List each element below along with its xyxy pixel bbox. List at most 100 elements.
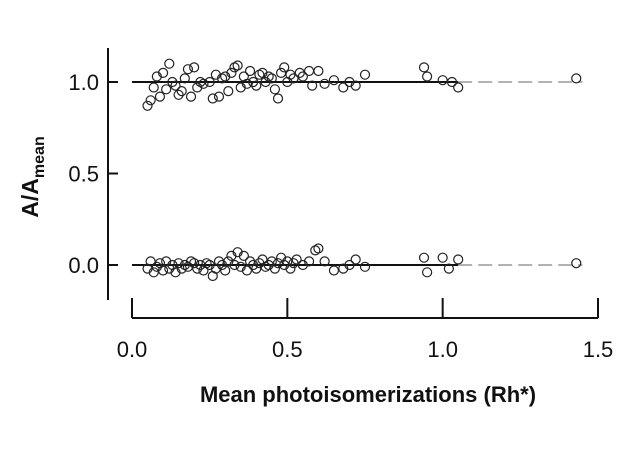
data-point bbox=[272, 258, 284, 269]
y-tick-label: 0.5 bbox=[68, 162, 99, 187]
data-point bbox=[303, 65, 315, 77]
data-point bbox=[251, 263, 262, 274]
data-point bbox=[310, 245, 321, 256]
data-point bbox=[185, 256, 197, 267]
data-point bbox=[157, 67, 169, 78]
data-point bbox=[291, 254, 302, 265]
data-point bbox=[244, 256, 256, 267]
data-point bbox=[443, 263, 454, 274]
y-tick-label: 0.0 bbox=[68, 253, 99, 278]
y-axis-label-main: A/A bbox=[17, 178, 43, 218]
data-point bbox=[319, 78, 330, 89]
data-point bbox=[216, 73, 228, 84]
x-tick-label: 0.0 bbox=[117, 337, 148, 362]
data-point bbox=[185, 91, 197, 102]
data-point bbox=[272, 93, 284, 104]
data-point bbox=[244, 65, 256, 77]
data-point bbox=[176, 86, 187, 97]
data-point bbox=[238, 250, 249, 261]
data-point bbox=[248, 76, 259, 88]
data-point bbox=[418, 62, 430, 73]
data-point bbox=[269, 84, 281, 95]
data-point bbox=[359, 261, 371, 272]
data-point bbox=[437, 252, 448, 263]
data-point bbox=[204, 76, 215, 88]
data-point bbox=[338, 82, 349, 93]
data-point bbox=[148, 82, 159, 93]
data-point bbox=[142, 100, 153, 111]
data-point bbox=[182, 64, 194, 75]
data-point bbox=[344, 259, 355, 271]
data-point bbox=[170, 80, 181, 91]
data-point bbox=[418, 252, 430, 263]
data-point bbox=[167, 76, 178, 88]
data-point bbox=[248, 259, 259, 271]
data-point bbox=[176, 263, 187, 274]
data-point bbox=[232, 60, 243, 71]
data-point bbox=[148, 267, 159, 278]
data-point bbox=[251, 80, 262, 91]
data-point bbox=[154, 91, 166, 102]
data-point bbox=[422, 267, 433, 278]
x-axis: 0.0 0.5 1.0 1.5 bbox=[117, 298, 614, 362]
data-point bbox=[198, 78, 209, 89]
data-point bbox=[422, 71, 433, 82]
y-axis-label-sub: mean bbox=[31, 136, 48, 178]
data-point bbox=[446, 76, 458, 88]
data-point bbox=[260, 261, 271, 272]
data-point bbox=[220, 265, 231, 276]
data-point bbox=[297, 71, 308, 82]
data-point bbox=[269, 263, 281, 274]
data-point bbox=[145, 95, 156, 106]
data-point bbox=[229, 259, 240, 271]
data-point bbox=[241, 265, 253, 276]
data-point bbox=[266, 73, 277, 84]
data-point bbox=[303, 256, 315, 267]
data-point bbox=[328, 75, 340, 86]
data-point bbox=[263, 71, 274, 82]
data-point bbox=[207, 93, 218, 104]
data-point bbox=[350, 80, 361, 91]
data-point bbox=[313, 243, 324, 254]
data-point bbox=[223, 86, 234, 97]
data-point bbox=[294, 67, 305, 78]
data-point bbox=[350, 254, 361, 265]
data-point bbox=[192, 263, 203, 274]
data-point bbox=[173, 258, 184, 269]
data-point bbox=[313, 65, 324, 77]
data-point bbox=[285, 263, 296, 274]
data-point bbox=[254, 69, 265, 80]
y-axis-title: A/Amean bbox=[17, 136, 48, 217]
reference-lines bbox=[132, 81, 583, 266]
data-point bbox=[145, 256, 156, 267]
data-point bbox=[571, 73, 582, 84]
data-point bbox=[288, 73, 299, 84]
data-point bbox=[319, 256, 330, 267]
data-point bbox=[157, 265, 169, 276]
data-point bbox=[161, 84, 172, 95]
data-point bbox=[201, 258, 212, 269]
data-point bbox=[571, 258, 582, 269]
data-point bbox=[279, 62, 290, 73]
data-point bbox=[328, 265, 340, 276]
x-tick-label: 1.5 bbox=[583, 337, 614, 362]
data-point bbox=[189, 62, 200, 73]
data-point bbox=[226, 67, 237, 78]
y-tick-label: 1.0 bbox=[68, 70, 99, 95]
data-point bbox=[288, 258, 299, 269]
x-tick-label: 0.5 bbox=[272, 337, 303, 362]
x-axis-title: Mean photoisomerizations (Rh*) bbox=[200, 382, 536, 407]
data-point bbox=[173, 89, 184, 100]
data-point bbox=[307, 80, 318, 91]
data-point bbox=[453, 82, 464, 93]
data-point bbox=[189, 258, 200, 269]
data-point bbox=[359, 69, 371, 80]
data-point bbox=[229, 62, 240, 73]
y-axis: 0.0 0.5 1.0 bbox=[68, 48, 118, 300]
data-points bbox=[142, 58, 582, 282]
x-tick-label: 1.0 bbox=[427, 337, 458, 362]
data-point bbox=[179, 73, 190, 84]
data-point bbox=[241, 78, 253, 89]
data-point bbox=[164, 58, 175, 69]
